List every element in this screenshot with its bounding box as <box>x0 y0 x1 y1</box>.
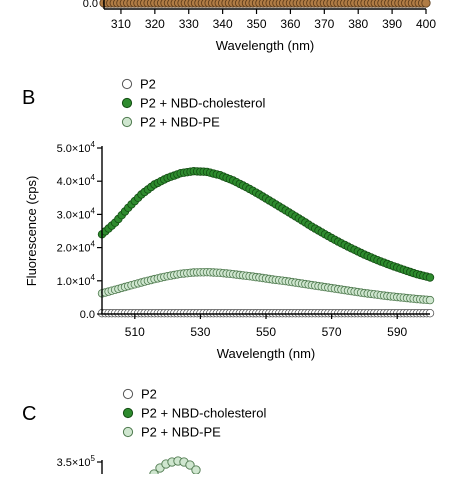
legend-marker <box>122 407 134 419</box>
tick-exponent: 4 <box>91 140 96 149</box>
y-tick-label: 4.0×104 <box>57 173 96 188</box>
tick-mantissa: 3.0×10 <box>57 209 91 221</box>
tick-exponent: 5 <box>91 454 96 463</box>
y-axis-label: Fluorescence (cps) <box>24 176 39 287</box>
tick-exponent: 4 <box>91 173 96 182</box>
x-tick-label: 310 <box>111 17 131 31</box>
series <box>97 268 435 305</box>
x-tick-label: 530 <box>190 325 210 339</box>
panel-c: P2 P2 + NBD-cholesterol P2 + NBD-PE 3.5×105 <box>57 387 266 479</box>
data-point <box>425 309 435 318</box>
panel-b: P2 P2 + NBD-cholesterol P2 + NBD-PE 0.0 1.0×… <box>24 77 435 361</box>
data-point <box>425 273 435 282</box>
panel-a: 0.0 310 320 330 340 350 360 370 380 390 400 Wavelen… <box>83 0 436 53</box>
y-tick-label: 3.5×105 <box>57 454 96 469</box>
tick-mantissa: 5.0×10 <box>57 143 91 155</box>
x-tick-label: 510 <box>125 325 145 339</box>
tick-exponent: 4 <box>91 206 96 215</box>
data-point <box>191 465 201 475</box>
tick-mantissa: 2.0×10 <box>57 243 91 255</box>
legend-label: P2 <box>141 387 157 402</box>
x-tick-label: 590 <box>387 325 407 339</box>
panel-label-c: C <box>22 403 36 425</box>
x-tick-label: 360 <box>280 17 300 31</box>
tick-mantissa: 3.5×10 <box>57 457 91 469</box>
legend-marker <box>121 78 133 90</box>
x-tick-label: 320 <box>145 17 165 31</box>
y-tick-label: 0.0 <box>80 309 95 321</box>
data-point <box>425 295 435 305</box>
x-tick-label: 390 <box>382 17 402 31</box>
series <box>97 166 435 282</box>
x-tick-label: 340 <box>213 17 233 31</box>
tick-mantissa: 0.0 <box>80 309 95 321</box>
x-tick-label: 350 <box>247 17 267 31</box>
panel-label-b: B <box>22 87 35 109</box>
legend-marker <box>121 97 133 109</box>
tick-exponent: 4 <box>91 273 96 282</box>
y-tick-label: 0.0 <box>83 0 98 10</box>
tick-exponent: 4 <box>91 240 96 249</box>
y-tick-label: 5.0×104 <box>57 140 96 155</box>
x-axis-label: Wavelength (nm) <box>217 346 316 361</box>
y-tick-label: 3.0×104 <box>57 206 96 221</box>
y-tick-label: 2.0×104 <box>57 240 96 255</box>
y-tick-label: 1.0×104 <box>57 273 96 288</box>
data-point <box>185 460 195 470</box>
legend-label: P2 + NBD-PE <box>140 115 220 130</box>
legend-label: P2 + NBD-cholesterol <box>140 96 265 111</box>
legend-marker <box>122 388 134 400</box>
x-tick-label: 380 <box>348 17 368 31</box>
tick-mantissa: 4.0×10 <box>57 176 91 188</box>
legend-marker <box>122 426 134 438</box>
legend-marker <box>121 116 133 128</box>
x-tick-label: 330 <box>179 17 199 31</box>
x-tick-label: 400 <box>416 17 436 31</box>
x-tick-label: 550 <box>256 325 276 339</box>
series <box>97 309 435 318</box>
x-tick-label: 570 <box>322 325 342 339</box>
legend-label: P2 + NBD-cholesterol <box>141 406 266 421</box>
data-point <box>421 0 431 8</box>
legend-label: P2 + NBD-PE <box>141 425 221 440</box>
legend-label: P2 <box>140 77 156 92</box>
x-axis-label: Wavelength (nm) <box>216 38 315 53</box>
x-tick-label: 370 <box>314 17 334 31</box>
tick-mantissa: 1.0×10 <box>57 276 91 288</box>
